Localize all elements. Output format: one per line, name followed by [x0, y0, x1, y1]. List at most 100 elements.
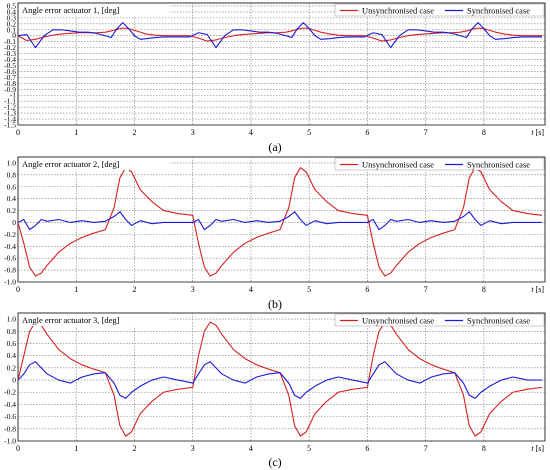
x-tick-label: 0	[16, 444, 20, 453]
chart-panel-3: 1.00.80.60.40.20-0.2-0.4-0.6-0.8-1.00 1 2 3…	[4, 312, 546, 453]
legend-label: Unsynchronised case	[362, 316, 434, 326]
x-tick-label: 6	[365, 444, 369, 453]
x-tick-label: 3	[191, 444, 195, 453]
legend-box	[334, 313, 545, 327]
x-axis-label: t [s]	[531, 444, 544, 453]
title-background	[19, 4, 169, 16]
x-tick-label: 2	[132, 444, 136, 453]
legend-box	[334, 3, 545, 17]
y-tick-label: 0.1	[7, 25, 17, 34]
legend-label: Unsynchronised case	[362, 160, 434, 170]
x-tick-label: 5	[307, 128, 311, 137]
x-axis-label: t [s]	[531, 285, 544, 294]
y-tick-label: -1.0	[4, 437, 16, 446]
y-tick-label: 0.4	[7, 7, 17, 16]
x-tick-label: 1	[74, 444, 78, 453]
x-tick-label: 0	[16, 285, 20, 294]
x-tick-label: 7	[424, 285, 428, 294]
y-tick-label: 0.6	[7, 339, 17, 348]
y-tick-label: -1.0	[4, 278, 16, 287]
y-tick-label: -1.5	[4, 121, 16, 130]
x-tick-label: 7	[424, 128, 428, 137]
chart-title: Angle error actuator 1, [deg]	[22, 5, 120, 15]
plot-frame	[17, 2, 546, 126]
y-tick-label: 1.0	[7, 315, 17, 324]
legend-label: Unsynchronised case	[362, 6, 434, 16]
y-tick-label: 0	[12, 31, 16, 40]
series-line-unsynchronised	[17, 27, 543, 42]
chart-title: Angle error actuator 3, [deg]	[22, 315, 120, 325]
x-tick-label: 4	[249, 444, 253, 453]
x-tick-label: 3	[191, 128, 195, 137]
x-tick-label: 5	[307, 285, 311, 294]
y-tick-label: -0.2	[4, 43, 16, 52]
panel-caption-a: (a)	[268, 140, 282, 154]
series-line-synchronised	[17, 211, 543, 231]
x-tick-label: 0	[16, 128, 20, 137]
series-line-unsynchronised	[17, 321, 543, 437]
y-tick-label: 0.8	[7, 170, 17, 179]
series-line-synchronised	[17, 22, 543, 49]
x-tick-label: 7	[424, 444, 428, 453]
y-tick-label: -1.4	[4, 115, 16, 124]
chart-panel-1: 0.50.40.30.20.10-0.1-0.2-0.3-0.4-0.5-0.6…	[4, 1, 546, 137]
y-tick-label: 0	[12, 376, 16, 385]
legend-label: Synchronised case	[467, 6, 530, 16]
y-tick-label: -0.1	[4, 37, 16, 46]
x-tick-label: 4	[249, 128, 253, 137]
series-line-unsynchronised	[17, 167, 543, 277]
y-tick-label: -0.6	[4, 412, 16, 421]
x-axis-label: t [s]	[531, 128, 544, 137]
y-tick-label: -1.1	[4, 97, 16, 106]
title-background	[19, 158, 169, 170]
y-tick-label: 0.4	[7, 351, 17, 360]
x-tick-label: 5	[307, 444, 311, 453]
y-tick-label: -0.2	[4, 230, 16, 239]
y-tick-label: 0.3	[7, 13, 17, 22]
plot-frame	[17, 156, 546, 283]
x-tick-label: 6	[365, 128, 369, 137]
y-tick-label: 0.6	[7, 182, 17, 191]
y-tick-label: 0.2	[7, 206, 17, 215]
y-tick-label: -0.8	[4, 266, 16, 275]
y-tick-label: 0.2	[7, 19, 17, 28]
legend-box	[334, 157, 545, 171]
y-tick-label: -0.4	[4, 400, 16, 409]
y-tick-label: -0.8	[4, 79, 16, 88]
chart-title: Angle error actuator 2, [deg]	[22, 159, 120, 169]
y-tick-label: -0.9	[4, 85, 16, 94]
y-tick-label: -0.2	[4, 388, 16, 397]
y-tick-label: -0.3	[4, 49, 16, 58]
x-tick-label: 6	[365, 285, 369, 294]
y-tick-label: 0.8	[7, 327, 17, 336]
chart-panel-2: 1.00.80.60.40.20-0.2-0.4-0.6-0.8-1.00 1 2 3…	[4, 156, 546, 294]
x-tick-label: 4	[249, 285, 253, 294]
title-background	[19, 314, 169, 326]
y-tick-label: -0.4	[4, 242, 16, 251]
x-tick-label: 1	[74, 128, 78, 137]
x-tick-label: 2	[132, 128, 136, 137]
legend-label: Synchronised case	[467, 316, 530, 326]
x-tick-label: 1	[74, 285, 78, 294]
y-tick-label: -0.6	[4, 254, 16, 263]
x-tick-label: 3	[191, 285, 195, 294]
x-tick-label: 8	[482, 444, 486, 453]
x-tick-label: 8	[482, 285, 486, 294]
y-tick-label: -1	[10, 91, 16, 100]
y-tick-label: -1.2	[4, 103, 16, 112]
series-line-synchronised	[17, 361, 543, 399]
y-tick-label: 0.2	[7, 363, 17, 372]
y-tick-label: 1.0	[7, 158, 17, 167]
y-tick-label: -0.4	[4, 55, 16, 64]
y-tick-label: 0	[12, 218, 16, 227]
x-tick-label: 8	[482, 128, 486, 137]
x-tick-label: 2	[132, 285, 136, 294]
panel-caption-c: (c)	[268, 455, 282, 469]
panel-caption-b: (b)	[268, 297, 282, 311]
y-tick-label: 0.5	[7, 1, 17, 10]
y-tick-label: -0.7	[4, 73, 16, 82]
y-tick-label: -0.6	[4, 67, 16, 76]
y-tick-label: 0.4	[7, 194, 17, 203]
y-tick-label: -0.8	[4, 424, 16, 433]
